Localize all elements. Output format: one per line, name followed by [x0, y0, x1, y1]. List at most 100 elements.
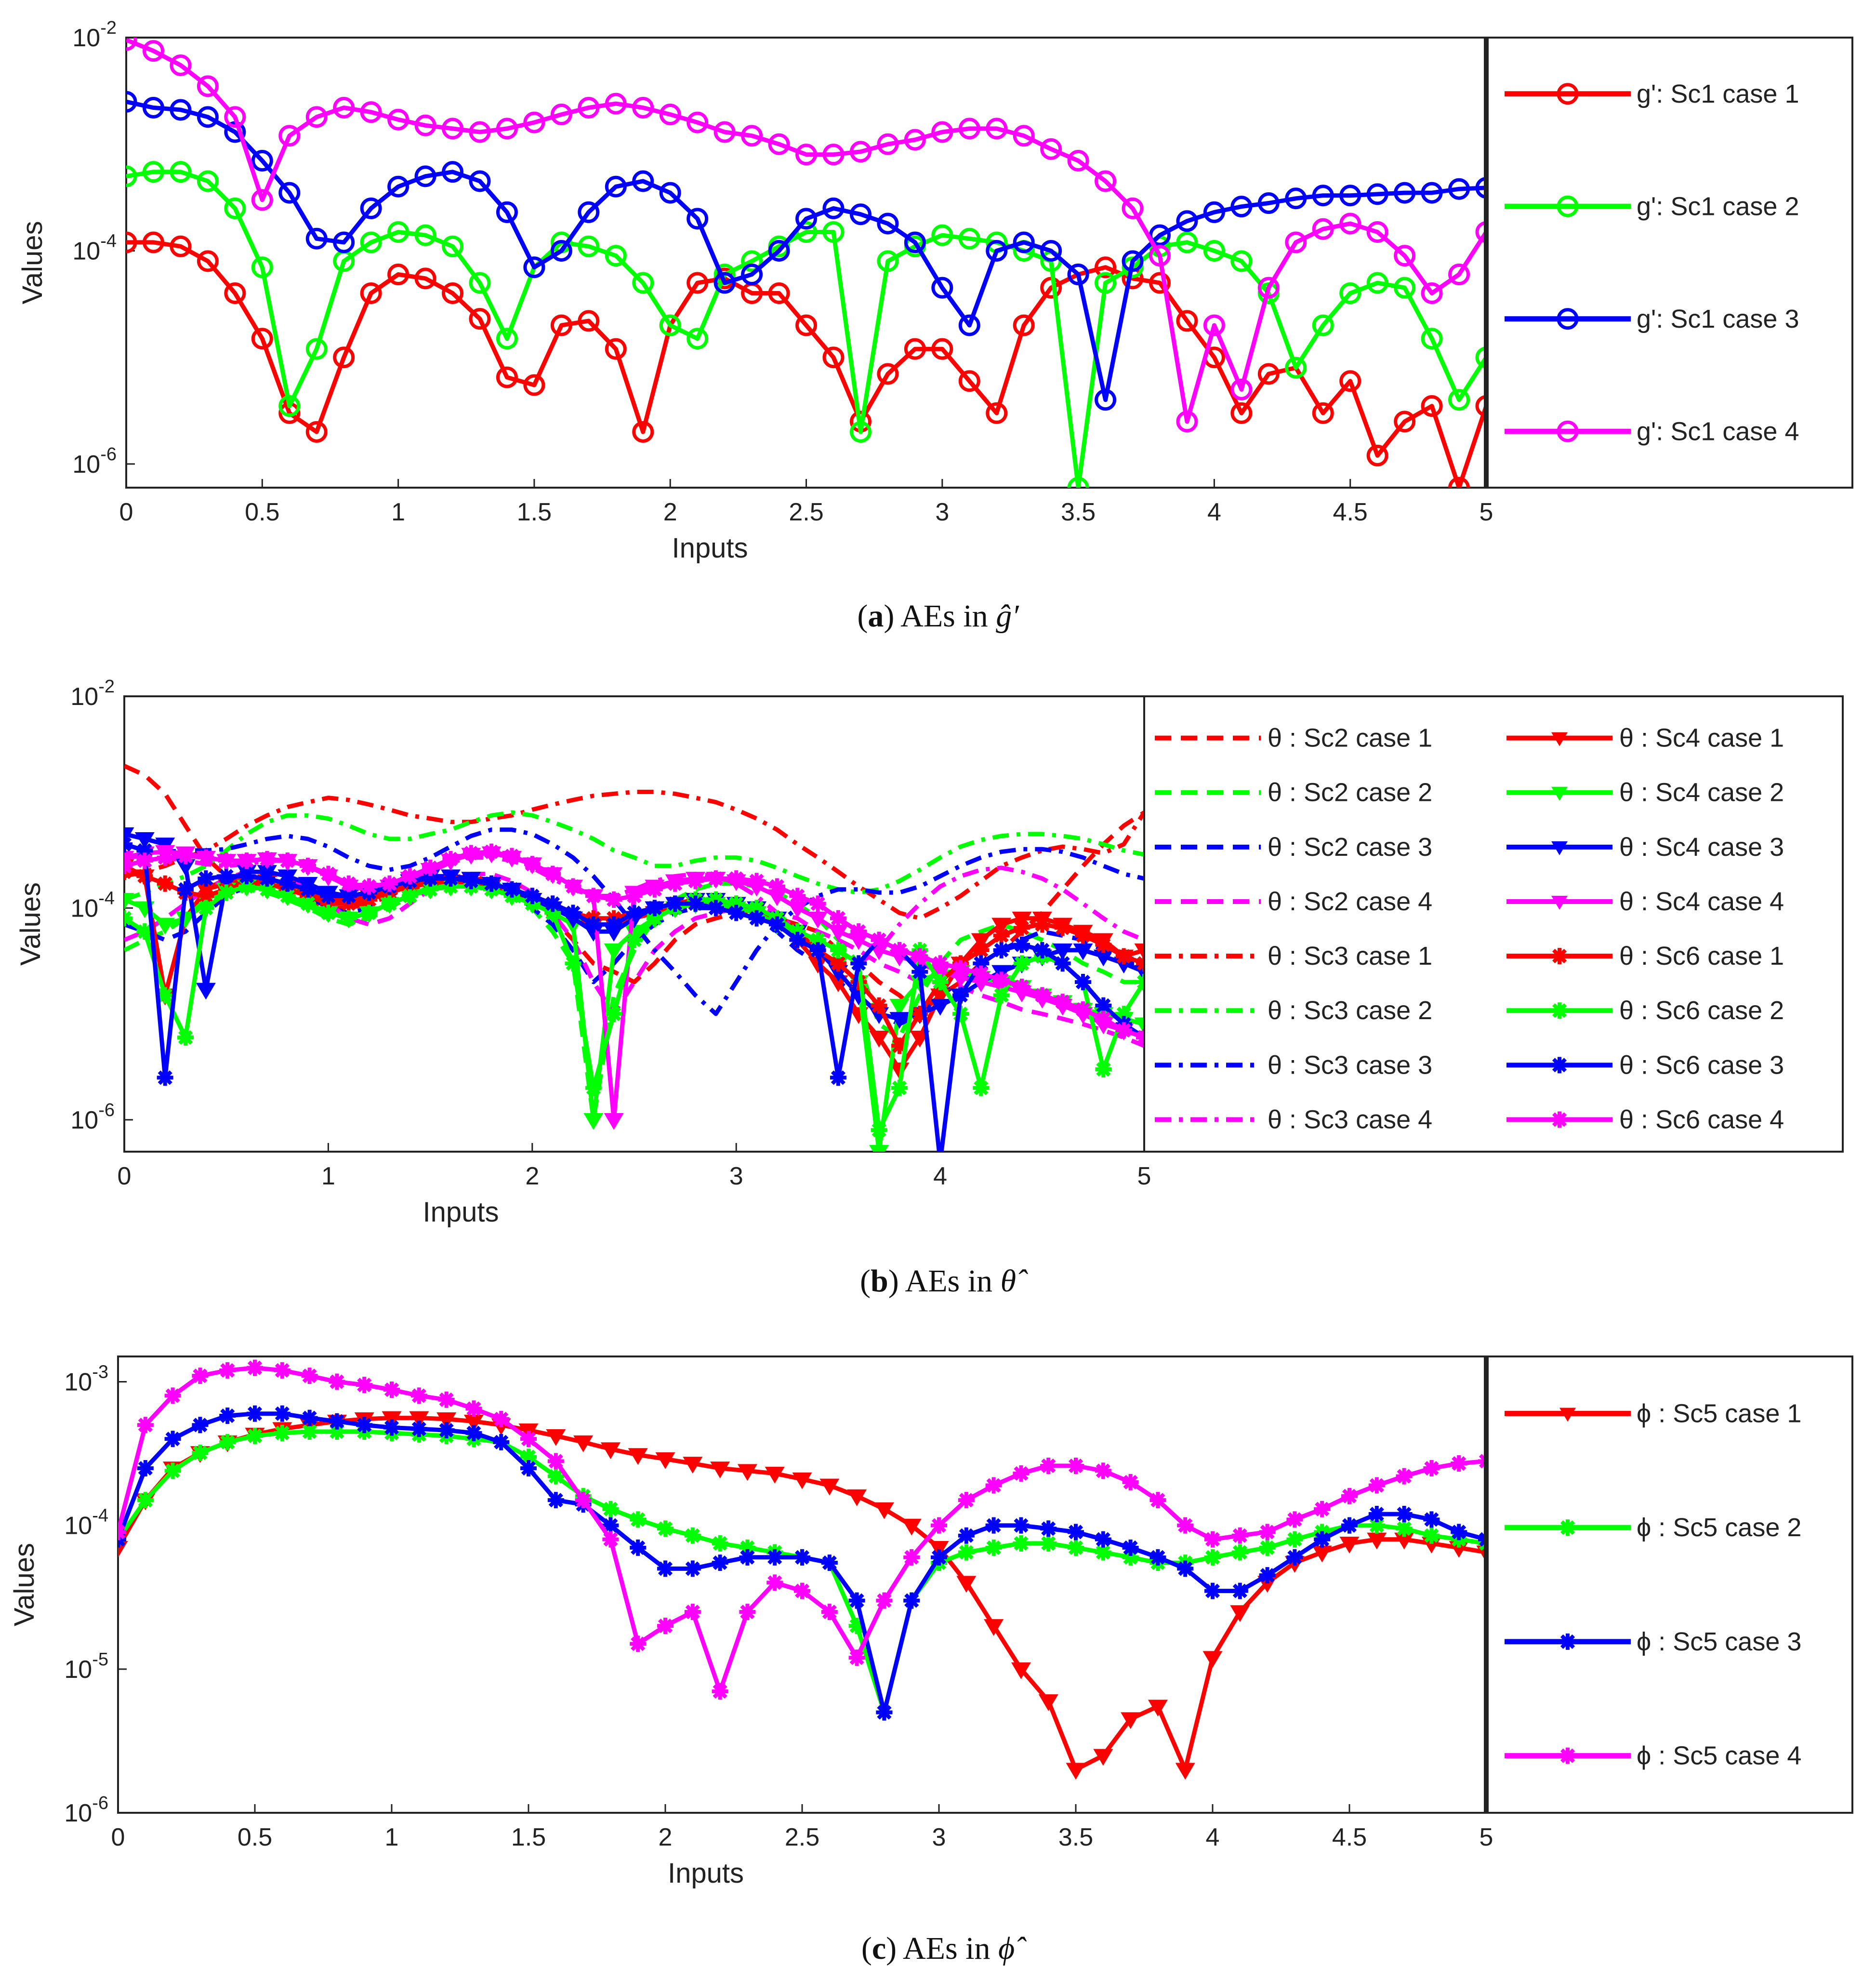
data-point [142, 40, 164, 62]
data-point [401, 888, 418, 904]
data-point [1312, 402, 1334, 424]
data-point [259, 850, 276, 867]
data-point [192, 1368, 209, 1384]
data-point [1177, 1560, 1194, 1577]
data-point [157, 849, 173, 866]
data-point [1230, 1605, 1250, 1622]
data-point [251, 256, 273, 279]
data-point [707, 900, 724, 917]
data-point [493, 1410, 510, 1427]
x-tick-label: 4.5 [1332, 1823, 1367, 1851]
x-tick-label: 1 [385, 1823, 399, 1851]
data-point [164, 1462, 181, 1479]
data-point [442, 161, 464, 183]
data-point [247, 1427, 263, 1444]
data-point [1396, 1468, 1413, 1485]
data-point [830, 910, 846, 927]
data-point [1451, 1524, 1467, 1541]
series-line-b-7 [124, 854, 1144, 966]
data-point [1286, 1549, 1303, 1566]
data-point [849, 421, 872, 443]
data-point [585, 916, 602, 933]
data-point [741, 264, 763, 286]
x-tick-label: 2 [659, 1823, 673, 1851]
data-point [891, 1037, 908, 1054]
data-point [259, 870, 276, 887]
caption-b: (b) AEs in θ̂ [860, 1263, 1028, 1299]
legend-marker [1551, 1002, 1568, 1019]
data-point [1054, 919, 1071, 936]
data-point [655, 1452, 675, 1469]
data-point [1095, 1010, 1112, 1027]
data-point [1095, 170, 1117, 192]
data-point [605, 245, 627, 267]
data-point [958, 1544, 975, 1561]
data-point [849, 203, 872, 226]
data-point [657, 1560, 674, 1577]
data-point [602, 1517, 619, 1534]
data-point [712, 1555, 728, 1571]
data-point [739, 1604, 756, 1621]
data-point [1134, 943, 1144, 960]
legend-label: θ : Sc4 case 2 [1619, 778, 1784, 807]
data-point [765, 1466, 785, 1484]
x-tick-label: 0.5 [238, 1823, 272, 1851]
data-point [667, 875, 684, 892]
data-point [929, 1541, 949, 1558]
data-point [871, 997, 887, 1014]
data-point [1176, 231, 1198, 253]
legend-c: ϕ : Sc5 case 1 ϕ : Sc5 case 2 ϕ : Sc5 case… [1484, 1355, 1853, 1814]
data-point [985, 1517, 1002, 1534]
data-point [667, 895, 684, 912]
data-point [1013, 979, 1030, 996]
data-point [1394, 182, 1416, 204]
data-point [707, 891, 724, 908]
series-line-b-4 [124, 789, 1144, 921]
series-group [126, 38, 1486, 488]
caption-a: (a) AEs in ĝ′ [857, 598, 1019, 634]
data-point [1134, 965, 1144, 982]
data-point [1394, 411, 1416, 433]
data-point [1257, 363, 1280, 385]
data-point [387, 221, 410, 243]
data-point [985, 1477, 1002, 1494]
legend-marker [1557, 420, 1579, 442]
data-point [848, 1649, 865, 1666]
data-point [768, 878, 785, 895]
data-point [361, 878, 378, 895]
data-point [170, 161, 192, 183]
legend-marker [1551, 1111, 1568, 1128]
data-point [1366, 221, 1388, 243]
data-point [279, 875, 296, 892]
data-point [869, 1145, 889, 1152]
data-point [1040, 239, 1062, 262]
data-point [1394, 245, 1416, 267]
data-point [442, 850, 459, 867]
data-point [912, 1006, 928, 1023]
data-point [401, 868, 418, 885]
y-axis-label: Values [17, 221, 48, 304]
data-point [789, 888, 806, 904]
data-point [1202, 1651, 1223, 1668]
data-point [848, 1618, 865, 1634]
data-point [912, 948, 928, 965]
data-point [684, 1560, 701, 1577]
data-point [1339, 185, 1361, 207]
data-point [496, 328, 518, 350]
data-point [1421, 182, 1443, 204]
data-point [219, 1362, 236, 1379]
legend-label: ϕ : Sc5 case 1 [1637, 1399, 1801, 1428]
legend-label: θ : Sc2 case 2 [1268, 778, 1432, 807]
x-tick-label: 5 [1480, 1823, 1493, 1851]
data-point [126, 231, 137, 253]
data-point [604, 1113, 624, 1130]
data-point [606, 916, 622, 933]
data-point [483, 875, 500, 892]
data-point [381, 895, 398, 912]
data-point [993, 942, 1010, 958]
data-point [136, 842, 153, 859]
panel-c: 0 0.5 1 1.5 2 2.5 3 3.5 4 4.5 5 10-3 10-4 10-5 10-6 Inp… [9, 1355, 1853, 1966]
data-point [1366, 183, 1388, 205]
data-point [1095, 1531, 1111, 1548]
data-point [238, 868, 255, 885]
